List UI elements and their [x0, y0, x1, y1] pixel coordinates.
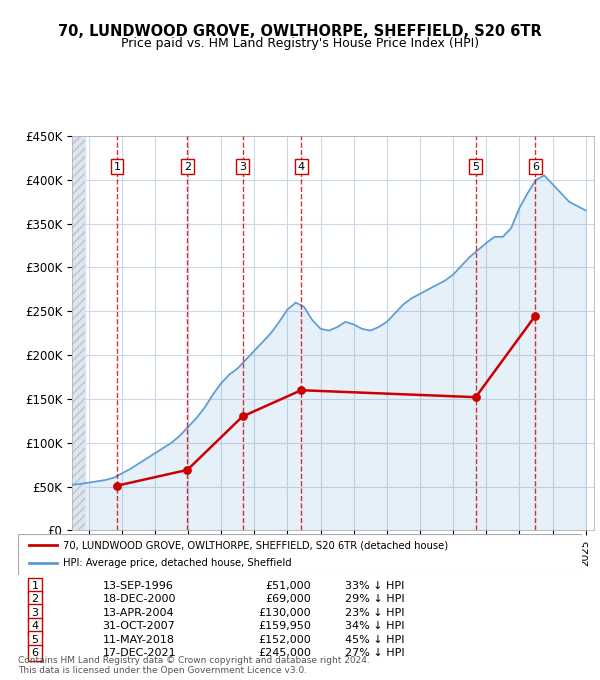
Text: 34% ↓ HPI: 34% ↓ HPI: [345, 621, 404, 631]
Text: 1: 1: [31, 581, 38, 591]
Text: 29% ↓ HPI: 29% ↓ HPI: [345, 594, 405, 605]
Text: 4: 4: [298, 162, 305, 171]
Text: 6: 6: [31, 648, 38, 658]
Point: [238, 411, 247, 422]
Text: 5: 5: [472, 162, 479, 171]
Text: 11-MAY-2018: 11-MAY-2018: [103, 634, 175, 645]
Text: 3: 3: [31, 608, 38, 618]
Bar: [72, 136, 85, 530]
Text: 3: 3: [239, 162, 246, 171]
FancyBboxPatch shape: [18, 534, 582, 575]
Text: Price paid vs. HM Land Registry's House Price Index (HPI): Price paid vs. HM Land Registry's House …: [121, 37, 479, 50]
Point: [182, 464, 192, 475]
Text: 27% ↓ HPI: 27% ↓ HPI: [345, 648, 405, 658]
Point: [112, 480, 122, 491]
Text: 4: 4: [31, 621, 38, 631]
Text: 23% ↓ HPI: 23% ↓ HPI: [345, 608, 404, 618]
Point: [530, 310, 540, 321]
Text: 70, LUNDWOOD GROVE, OWLTHORPE, SHEFFIELD, S20 6TR (detached house): 70, LUNDWOOD GROVE, OWLTHORPE, SHEFFIELD…: [63, 540, 448, 550]
Text: £130,000: £130,000: [259, 608, 311, 618]
Text: 2: 2: [31, 594, 38, 605]
Text: 1: 1: [113, 162, 121, 171]
Text: This data is licensed under the Open Government Licence v3.0.: This data is licensed under the Open Gov…: [18, 666, 307, 675]
Text: 6: 6: [532, 162, 539, 171]
Text: 2: 2: [184, 162, 191, 171]
Text: 31-OCT-2007: 31-OCT-2007: [103, 621, 175, 631]
Text: 13-APR-2004: 13-APR-2004: [103, 608, 174, 618]
Text: 45% ↓ HPI: 45% ↓ HPI: [345, 634, 404, 645]
Text: £245,000: £245,000: [259, 648, 311, 658]
Text: Contains HM Land Registry data © Crown copyright and database right 2024.: Contains HM Land Registry data © Crown c…: [18, 656, 370, 665]
Text: £159,950: £159,950: [259, 621, 311, 631]
Text: £51,000: £51,000: [266, 581, 311, 591]
Text: 13-SEP-1996: 13-SEP-1996: [103, 581, 173, 591]
Point: [471, 392, 481, 403]
Text: 33% ↓ HPI: 33% ↓ HPI: [345, 581, 404, 591]
Point: [296, 385, 306, 396]
Text: 5: 5: [31, 634, 38, 645]
Text: 70, LUNDWOOD GROVE, OWLTHORPE, SHEFFIELD, S20 6TR: 70, LUNDWOOD GROVE, OWLTHORPE, SHEFFIELD…: [58, 24, 542, 39]
Text: £69,000: £69,000: [266, 594, 311, 605]
Text: HPI: Average price, detached house, Sheffield: HPI: Average price, detached house, Shef…: [63, 558, 292, 568]
Text: £152,000: £152,000: [259, 634, 311, 645]
Text: 18-DEC-2000: 18-DEC-2000: [103, 594, 176, 605]
Text: 17-DEC-2021: 17-DEC-2021: [103, 648, 176, 658]
